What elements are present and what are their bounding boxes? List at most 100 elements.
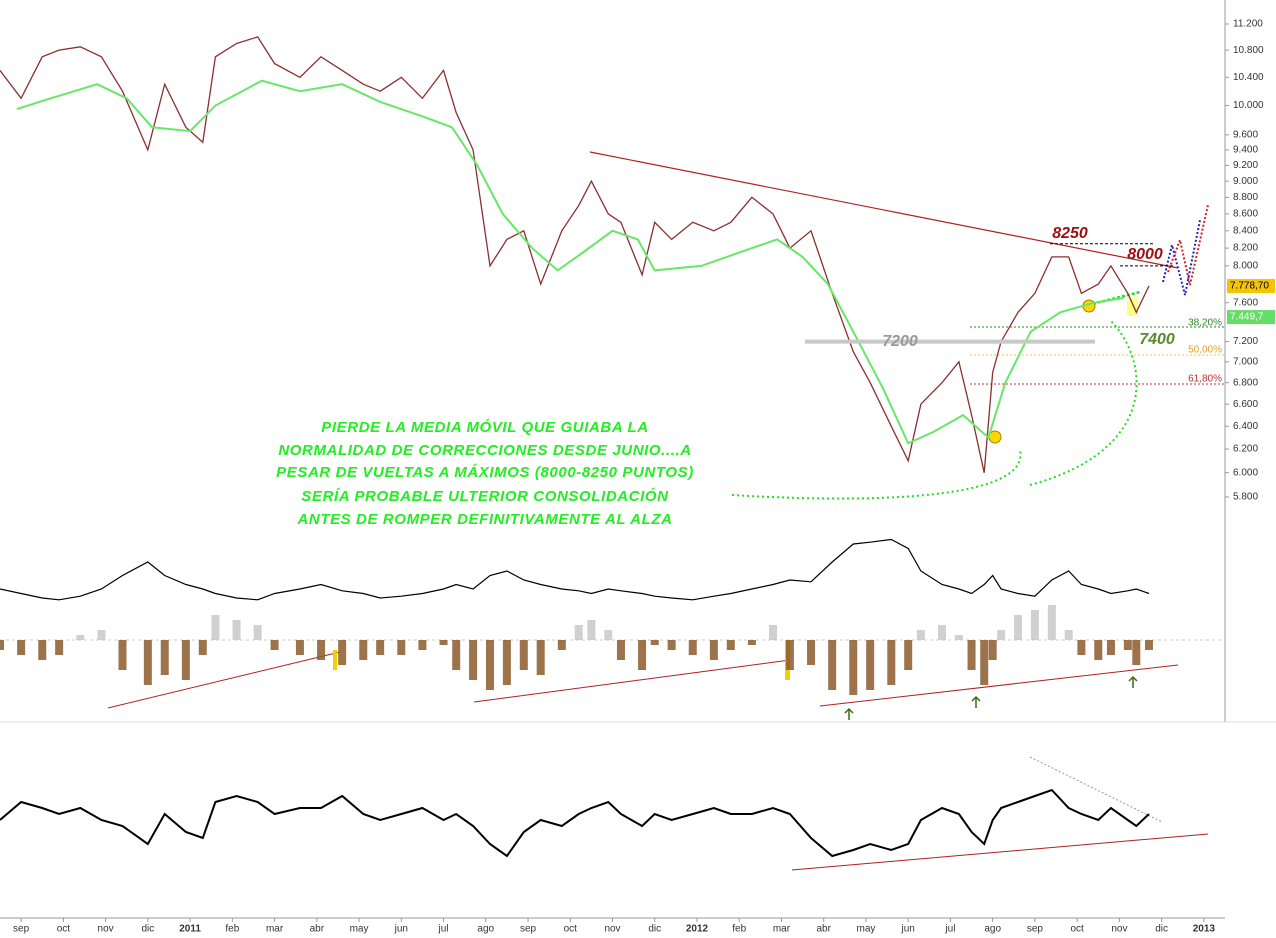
histogram-bar	[1047, 605, 1056, 640]
fib-label: 61,80%	[1188, 374, 1222, 385]
x-tick-label: sep	[520, 924, 537, 935]
x-tick-label: feb	[225, 924, 239, 935]
histogram-bar	[232, 620, 241, 640]
histogram-bar	[270, 640, 279, 650]
histogram-bar	[667, 640, 676, 650]
level-label: 8250	[1052, 225, 1088, 242]
histogram-bar	[519, 640, 528, 670]
y-tick-label: 8.000	[1233, 260, 1258, 271]
histogram-bar	[295, 640, 304, 655]
x-tick-label: oct	[564, 924, 578, 935]
histogram-bar	[616, 640, 625, 660]
histogram-bar	[38, 640, 47, 660]
histogram-bar	[967, 640, 976, 670]
histogram-bar	[536, 640, 545, 675]
histogram-bar	[469, 640, 478, 680]
y-tick-label: 9.600	[1233, 129, 1258, 140]
arrow	[1087, 290, 1141, 307]
histogram-bar	[726, 640, 735, 650]
x-tick-label: nov	[604, 924, 620, 935]
price-box-label: 7.778,70	[1230, 281, 1269, 292]
trend-line	[791, 833, 1209, 871]
indicator-line	[0, 538, 1150, 601]
x-tick-label: dic	[1155, 924, 1168, 935]
histogram-bar	[211, 615, 220, 640]
y-tick-label: 6.600	[1233, 399, 1258, 410]
x-tick-label: oct	[57, 924, 71, 935]
histogram-bar	[397, 640, 406, 655]
x-tick-label: 2013	[1193, 924, 1216, 935]
histogram-bar	[650, 640, 659, 645]
histogram-bar	[338, 640, 347, 665]
histogram-bar	[452, 640, 461, 670]
histogram-bar	[0, 640, 4, 650]
trend-line	[1029, 756, 1163, 823]
histogram-bar	[916, 630, 925, 640]
scenario-arrow	[1167, 204, 1209, 286]
histogram-bar	[574, 625, 583, 640]
histogram-bar	[709, 640, 718, 660]
price-box	[1227, 279, 1275, 294]
histogram-bar	[1144, 640, 1153, 650]
histogram-bar	[887, 640, 896, 685]
y-tick-label: 10.800	[1233, 45, 1264, 56]
y-tick-label: 6.400	[1233, 421, 1258, 432]
x-tick-label: nov	[1111, 924, 1127, 935]
x-tick-label: feb	[732, 924, 746, 935]
y-tick-label: 8.200	[1233, 243, 1258, 254]
arrow-curve	[1029, 319, 1138, 486]
level-label: 7200	[882, 333, 918, 350]
histogram-bar	[76, 635, 85, 640]
y-tick-label: 7.200	[1233, 336, 1258, 347]
trend-line	[107, 651, 341, 709]
histogram-bar	[317, 640, 326, 660]
histogram-bar	[1106, 640, 1115, 655]
histogram-bar	[557, 640, 566, 650]
histogram-bar	[904, 640, 913, 670]
x-tick-label: 2011	[179, 924, 201, 935]
y-tick-label: 6.800	[1233, 377, 1258, 388]
x-tick-label: mar	[266, 924, 284, 935]
histogram-bar	[1132, 640, 1141, 665]
histogram-bar	[1064, 630, 1073, 640]
histogram-bar	[17, 640, 26, 655]
fib-label: 38,20%	[1188, 318, 1222, 329]
moving-average	[16, 79, 1124, 445]
histogram-bar	[988, 640, 997, 660]
y-tick-label: 6.000	[1233, 467, 1258, 478]
y-tick-label: 8.600	[1233, 209, 1258, 220]
y-tick-label: 10.000	[1233, 100, 1264, 111]
level-label: 7400	[1139, 331, 1175, 348]
y-tick-label: 5.800	[1233, 492, 1258, 503]
histogram-bar	[181, 640, 190, 680]
histogram-bar	[866, 640, 875, 690]
x-tick-label: oct	[1070, 924, 1084, 935]
price-box	[1227, 310, 1275, 325]
histogram-bar	[1014, 615, 1023, 640]
y-tick-label: 8.400	[1233, 225, 1258, 236]
comment: ANTES DE ROMPER DEFINITIVAMENTE AL ALZA	[296, 511, 672, 528]
histogram-bar	[785, 640, 794, 670]
histogram-bar	[1123, 640, 1132, 650]
highlight	[1127, 298, 1138, 316]
histogram-bar	[807, 640, 816, 665]
x-tick-label: dic	[141, 924, 154, 935]
x-tick-label: abr	[816, 924, 831, 935]
histogram-bar	[688, 640, 697, 655]
histogram-bar	[828, 640, 837, 690]
histogram-bar	[937, 625, 946, 640]
histogram-bar	[253, 625, 262, 640]
x-tick-label: sep	[1027, 924, 1044, 935]
x-tick-label: jul	[438, 924, 449, 935]
y-tick-label: 7.000	[1233, 356, 1258, 367]
histogram-bar	[747, 640, 756, 645]
fib-label: 50,00%	[1188, 345, 1222, 356]
level-label: 8000	[1127, 246, 1163, 263]
histogram-bar	[769, 625, 778, 640]
x-tick-label: jun	[901, 924, 915, 935]
y-tick-label: 7.600	[1233, 297, 1258, 308]
histogram-bar	[97, 630, 106, 640]
histogram-bar	[849, 640, 858, 695]
histogram-bar	[997, 630, 1006, 640]
